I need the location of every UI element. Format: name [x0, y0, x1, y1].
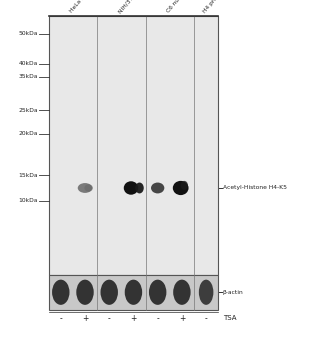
Ellipse shape	[78, 183, 92, 193]
Ellipse shape	[76, 280, 94, 305]
Text: 10kDa: 10kDa	[18, 198, 38, 203]
Text: -: -	[59, 314, 62, 323]
Bar	[49, 16, 218, 275]
Ellipse shape	[181, 181, 188, 190]
Bar	[49, 275, 218, 310]
Text: H4 protein: H4 protein	[202, 0, 226, 14]
Text: -: -	[156, 314, 159, 323]
Text: C6 nuclear extract: C6 nuclear extract	[166, 0, 205, 14]
Ellipse shape	[173, 181, 188, 195]
Ellipse shape	[52, 280, 69, 305]
Text: NIH/3T3 nuclear extract: NIH/3T3 nuclear extract	[117, 0, 166, 14]
Text: 15kDa: 15kDa	[18, 173, 38, 177]
Text: β-actin: β-actin	[223, 290, 244, 295]
Text: 40kDa: 40kDa	[19, 61, 38, 66]
Text: +: +	[130, 314, 137, 323]
Ellipse shape	[199, 280, 214, 305]
Text: 20kDa: 20kDa	[18, 131, 38, 136]
Text: +: +	[179, 314, 185, 323]
Ellipse shape	[151, 183, 164, 194]
Ellipse shape	[84, 184, 93, 191]
Ellipse shape	[100, 280, 118, 305]
Text: 35kDa: 35kDa	[18, 74, 38, 79]
Ellipse shape	[149, 280, 166, 305]
Text: 25kDa: 25kDa	[18, 108, 38, 113]
Ellipse shape	[125, 280, 142, 305]
Text: -: -	[108, 314, 111, 323]
Text: TSA: TSA	[223, 315, 236, 322]
Text: +: +	[82, 314, 88, 323]
Text: -: -	[205, 314, 208, 323]
Ellipse shape	[173, 280, 191, 305]
Ellipse shape	[124, 181, 138, 195]
Ellipse shape	[135, 183, 144, 194]
Text: 50kDa: 50kDa	[18, 32, 38, 36]
Text: Acetyl-Histone H4-K5: Acetyl-Histone H4-K5	[223, 186, 287, 190]
Text: HeLa nuclear extract: HeLa nuclear extract	[69, 0, 113, 14]
